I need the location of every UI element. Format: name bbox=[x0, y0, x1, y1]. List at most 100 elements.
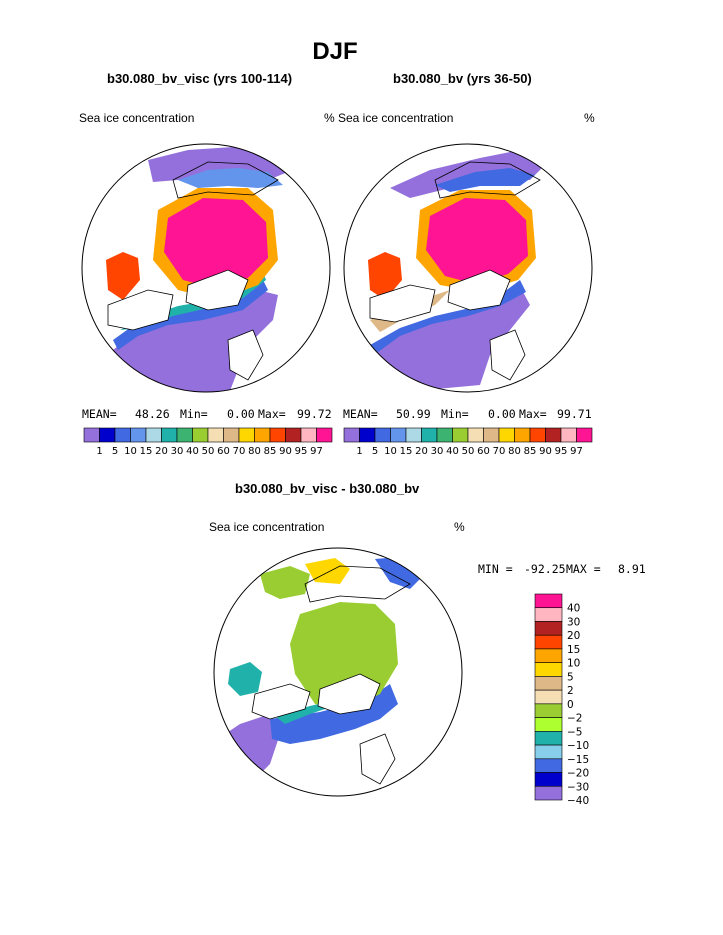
panel2-land-scandinavia bbox=[489, 329, 526, 381]
panel2-min-value: 0.00 bbox=[488, 407, 516, 421]
panel2-ice-edge-band bbox=[360, 290, 530, 392]
colorbar-swatch bbox=[534, 662, 563, 677]
colorbar-tick-label: 10 bbox=[567, 658, 580, 670]
panel1-colorbar: 1 5 10 15 20 30 40 50 60 70 80 85 90 95 97 bbox=[83, 427, 333, 457]
panel1-hudson-ice bbox=[106, 252, 140, 300]
panel1-min-label: Min= bbox=[180, 407, 208, 421]
colorbar-swatch bbox=[405, 427, 422, 443]
colorbar-swatch bbox=[534, 689, 563, 705]
colorbar-tick-label: 30 bbox=[171, 446, 184, 457]
colorbar-swatch bbox=[343, 427, 360, 443]
colorbar-tick-label: 30 bbox=[567, 616, 580, 628]
colorbar-swatch bbox=[534, 772, 563, 787]
colorbar-tick-label: 90 bbox=[539, 446, 552, 457]
panel1-units: % bbox=[324, 111, 335, 125]
colorbar-swatch bbox=[514, 427, 531, 443]
colorbar-swatch bbox=[99, 427, 116, 443]
panel3-variable: Sea ice concentration bbox=[209, 520, 325, 534]
colorbar-swatch bbox=[223, 427, 240, 443]
panel1-map bbox=[81, 143, 331, 393]
colorbar-tick-label: 10 bbox=[124, 446, 137, 457]
colorbar-tick-label: −30 bbox=[567, 781, 589, 793]
colorbar-tick-label: 95 bbox=[295, 446, 308, 457]
colorbar-swatch bbox=[192, 427, 209, 443]
panel2-top-band bbox=[390, 150, 545, 198]
colorbar-swatch bbox=[534, 676, 563, 691]
panel3-yellow-siberia bbox=[305, 558, 350, 584]
colorbar-tick-label: 1 bbox=[356, 446, 362, 457]
panel1-max-label: Max= bbox=[258, 407, 286, 421]
colorbar-tick-label: 50 bbox=[202, 446, 215, 457]
colorbar-tick-label: 5 bbox=[372, 446, 378, 457]
colorbar-swatch bbox=[498, 427, 515, 443]
colorbar-swatch bbox=[238, 427, 255, 443]
diff-case-title: b30.080_bv_visc - b30.080_bv bbox=[235, 481, 420, 496]
panel2-mean-label: MEAN= bbox=[343, 407, 378, 421]
colorbar-tick-label: 0 bbox=[567, 699, 574, 711]
colorbar-tick-label: 20 bbox=[415, 446, 428, 457]
panel1-blue-band bbox=[113, 280, 268, 350]
colorbar-swatch bbox=[534, 621, 563, 636]
colorbar-tick-label: 15 bbox=[567, 644, 580, 656]
panel3-land-greenland bbox=[317, 673, 381, 715]
colorbar-tick-label: 5 bbox=[112, 446, 118, 457]
colorbar-tick-label: 80 bbox=[248, 446, 261, 457]
panel2-max-label: Max= bbox=[519, 407, 547, 421]
colorbar-swatch bbox=[374, 427, 391, 443]
colorbar-swatch bbox=[452, 427, 469, 443]
colorbar-swatch bbox=[114, 427, 131, 443]
colorbar-tick-label: 2 bbox=[567, 685, 574, 697]
colorbar-tick-label: 90 bbox=[279, 446, 292, 457]
colorbar-swatch bbox=[534, 607, 563, 622]
colorbar-swatch bbox=[207, 427, 224, 443]
colorbar-tick-label: 40 bbox=[186, 446, 199, 457]
colorbar-swatch bbox=[145, 427, 162, 443]
panel2-map bbox=[343, 143, 593, 393]
panel3-min-label: MIN = bbox=[478, 562, 513, 576]
colorbar-swatch bbox=[300, 427, 317, 443]
colorbar-tick-label: −40 bbox=[567, 795, 589, 807]
colorbar-tick-label: −2 bbox=[567, 713, 582, 725]
colorbar-swatch bbox=[529, 427, 546, 443]
panel2-land-siberia bbox=[434, 161, 541, 199]
colorbar-tick-label: 97 bbox=[310, 446, 323, 457]
colorbar-tick-label: 5 bbox=[567, 671, 574, 683]
panel3-max-value: 8.91 bbox=[618, 562, 646, 576]
colorbar-tick-label: 70 bbox=[493, 446, 506, 457]
colorbar-swatch bbox=[534, 593, 563, 609]
colorbar-tick-label: 1 bbox=[96, 446, 102, 457]
colorbar-swatch bbox=[534, 731, 563, 746]
panel1-mean-label: MEAN= bbox=[82, 407, 117, 421]
colorbar-tick-label: 85 bbox=[264, 446, 277, 457]
colorbar-swatch bbox=[534, 634, 563, 650]
colorbar-tick-label: 80 bbox=[508, 446, 521, 457]
left-case-title: b30.080_bv_visc (yrs 100-114) bbox=[107, 71, 293, 86]
panel2-pink-core bbox=[426, 198, 528, 284]
colorbar-tick-label: −20 bbox=[567, 768, 589, 780]
colorbar-swatch bbox=[130, 427, 147, 443]
panel1-land-greenland bbox=[185, 269, 249, 311]
colorbar-swatch bbox=[534, 758, 563, 773]
colorbar-tick-label: 20 bbox=[567, 630, 580, 642]
panel3-purple-region bbox=[214, 714, 280, 796]
colorbar-tick-label: −15 bbox=[567, 754, 589, 766]
colorbar-swatch bbox=[83, 427, 100, 443]
colorbar-swatch bbox=[534, 785, 563, 801]
colorbar-swatch bbox=[545, 427, 562, 443]
panel3-min-value: -92.25 bbox=[524, 562, 566, 576]
colorbar-swatch bbox=[269, 427, 286, 443]
panel3-max-label: MAX = bbox=[566, 562, 601, 576]
colorbar-swatch bbox=[483, 427, 500, 443]
colorbar-tick-label: 15 bbox=[400, 446, 413, 457]
colorbar-swatch bbox=[316, 427, 333, 443]
colorbar-tick-label: 60 bbox=[217, 446, 230, 457]
panel2-min-label: Min= bbox=[441, 407, 469, 421]
panel1-top-blue bbox=[178, 168, 283, 188]
panel2-hudson-ice bbox=[368, 252, 402, 300]
colorbar-tick-label: 30 bbox=[431, 446, 444, 457]
panel3-map bbox=[213, 547, 463, 797]
panel2-blue-band bbox=[370, 280, 526, 352]
panel2-land-canada bbox=[369, 284, 436, 323]
colorbar-swatch bbox=[436, 427, 453, 443]
